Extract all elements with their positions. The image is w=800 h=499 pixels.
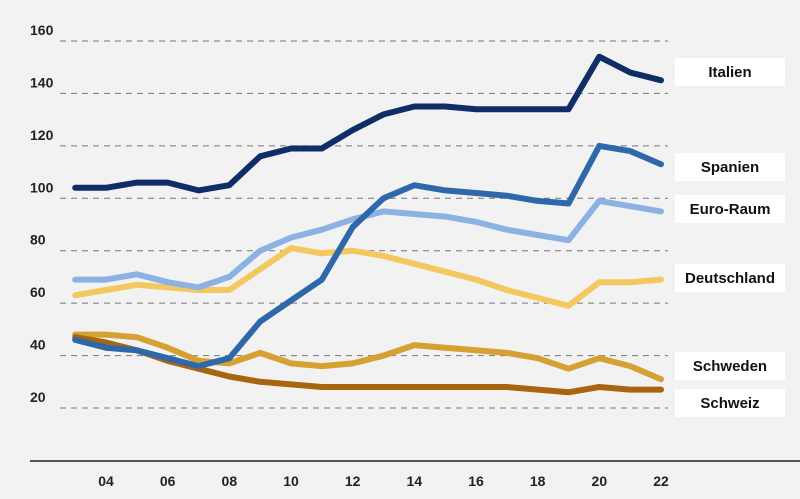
y-tick-label: 120 bbox=[30, 127, 54, 143]
y-tick-label: 140 bbox=[30, 74, 54, 90]
x-tick-label: 20 bbox=[592, 473, 608, 489]
x-axis-ticks: 04 06 08 10 12 14 16 18 20 22 bbox=[98, 473, 669, 489]
series-line-schweden bbox=[72, 331, 664, 383]
label-box bbox=[675, 389, 785, 417]
series-line-deutschland bbox=[72, 245, 664, 309]
series-label-italien: Italien bbox=[675, 58, 785, 86]
series-line-spanien bbox=[72, 142, 664, 370]
y-tick-label: 100 bbox=[30, 179, 54, 195]
label-text: Spanien bbox=[701, 159, 759, 176]
x-tick-label: 04 bbox=[98, 473, 114, 489]
y-tick-label: 40 bbox=[30, 337, 46, 353]
label-text: Deutschland bbox=[685, 270, 775, 287]
label-text: Euro-Raum bbox=[690, 201, 771, 218]
series-label-schweiz: Schweiz bbox=[675, 389, 785, 417]
label-box bbox=[675, 352, 785, 380]
label-text: Schweiz bbox=[700, 395, 759, 412]
series-label-spanien: Spanien bbox=[675, 153, 785, 181]
series-line-italien bbox=[72, 53, 664, 194]
y-tick-label: 20 bbox=[30, 389, 46, 405]
y-tick-label: 160 bbox=[30, 22, 54, 38]
label-box bbox=[675, 264, 785, 292]
x-tick-label: 06 bbox=[160, 473, 176, 489]
label-box bbox=[675, 153, 785, 181]
x-tick-label: 16 bbox=[468, 473, 484, 489]
x-tick-label: 08 bbox=[222, 473, 238, 489]
series-lines bbox=[72, 53, 664, 396]
y-axis-ticks: 20 40 60 80 100 120 140 160 bbox=[30, 22, 54, 405]
x-tick-label: 18 bbox=[530, 473, 546, 489]
y-tick-label: 80 bbox=[30, 232, 46, 248]
x-tick-label: 14 bbox=[407, 473, 423, 489]
x-tick-label: 10 bbox=[283, 473, 299, 489]
series-label-euro-raum: Euro-Raum bbox=[675, 195, 785, 223]
label-text: Schweden bbox=[693, 358, 767, 375]
label-box bbox=[675, 58, 785, 86]
x-tick-label: 22 bbox=[653, 473, 669, 489]
x-tick-label: 12 bbox=[345, 473, 361, 489]
label-text: Italien bbox=[708, 64, 751, 81]
label-box bbox=[675, 195, 785, 223]
y-tick-label: 60 bbox=[30, 284, 46, 300]
series-label-schweden: Schweden bbox=[675, 352, 785, 380]
series-label-deutschland: Deutschland bbox=[675, 264, 785, 292]
series-labels: Italien Spanien Euro-Raum Deutschland Schwed… bbox=[675, 58, 785, 417]
